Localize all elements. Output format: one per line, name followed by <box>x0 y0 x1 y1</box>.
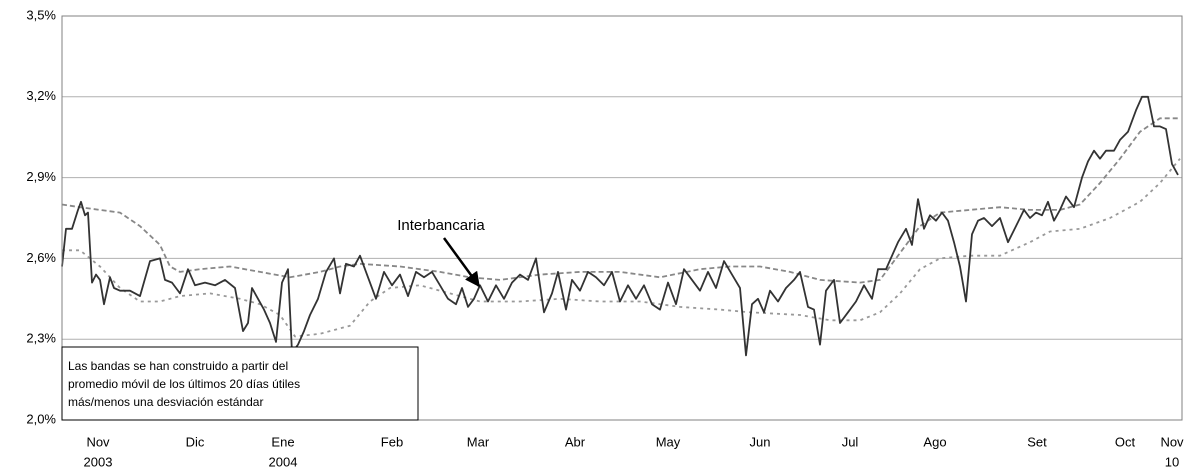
annotation: Interbancaria <box>397 217 485 234</box>
x-tick-sublabel: 2004 <box>269 454 298 469</box>
x-tick-sublabel: 10 <box>1165 454 1179 469</box>
note-line: Las bandas se han construido a partir de… <box>68 359 288 373</box>
x-tick-label: Ene <box>271 434 294 449</box>
series-line <box>61 95 1179 357</box>
x-tick-sublabel: 2003 <box>84 454 113 469</box>
x-tick-label: Feb <box>381 434 403 449</box>
x-tick-label: Ago <box>923 434 946 449</box>
x-tick-label: Oct <box>1115 434 1136 449</box>
labels: 2,0% 2,3% 2,6% 2,9% 3,2% 3,5% Nov Dic Ene Feb Mar A… <box>26 7 1184 469</box>
series-line <box>61 117 1180 284</box>
x-tick-label: Nov <box>86 434 110 449</box>
lines <box>61 95 1181 357</box>
x-tick-label: Dic <box>186 434 205 449</box>
plot-frame <box>61 15 1183 421</box>
y-tick-label: 3,5% <box>26 7 56 22</box>
x-tick-label: Jun <box>750 434 771 449</box>
y-tick-label: 2,6% <box>26 250 56 265</box>
x-tick-label: Jul <box>842 434 859 449</box>
x-tick-label: Nov <box>1160 434 1184 449</box>
note-line: más/menos una desviación estándar <box>68 395 263 409</box>
series-line <box>62 158 1181 338</box>
y-tick-label: 3,2% <box>26 88 56 103</box>
note-line: promedio móvil de los últimos 20 días út… <box>68 377 300 391</box>
y-tick-label: 2,9% <box>26 169 56 184</box>
x-tick-label: May <box>656 434 681 449</box>
x-tick-label: Mar <box>467 434 490 449</box>
y-tick-label: 2,0% <box>26 411 56 426</box>
x-tick-label: Set <box>1027 434 1047 449</box>
x-tick-label: Abr <box>565 434 586 449</box>
y-tick-label: 2,3% <box>26 331 56 346</box>
annotation-arrow <box>442 237 481 288</box>
note-box <box>61 346 419 421</box>
